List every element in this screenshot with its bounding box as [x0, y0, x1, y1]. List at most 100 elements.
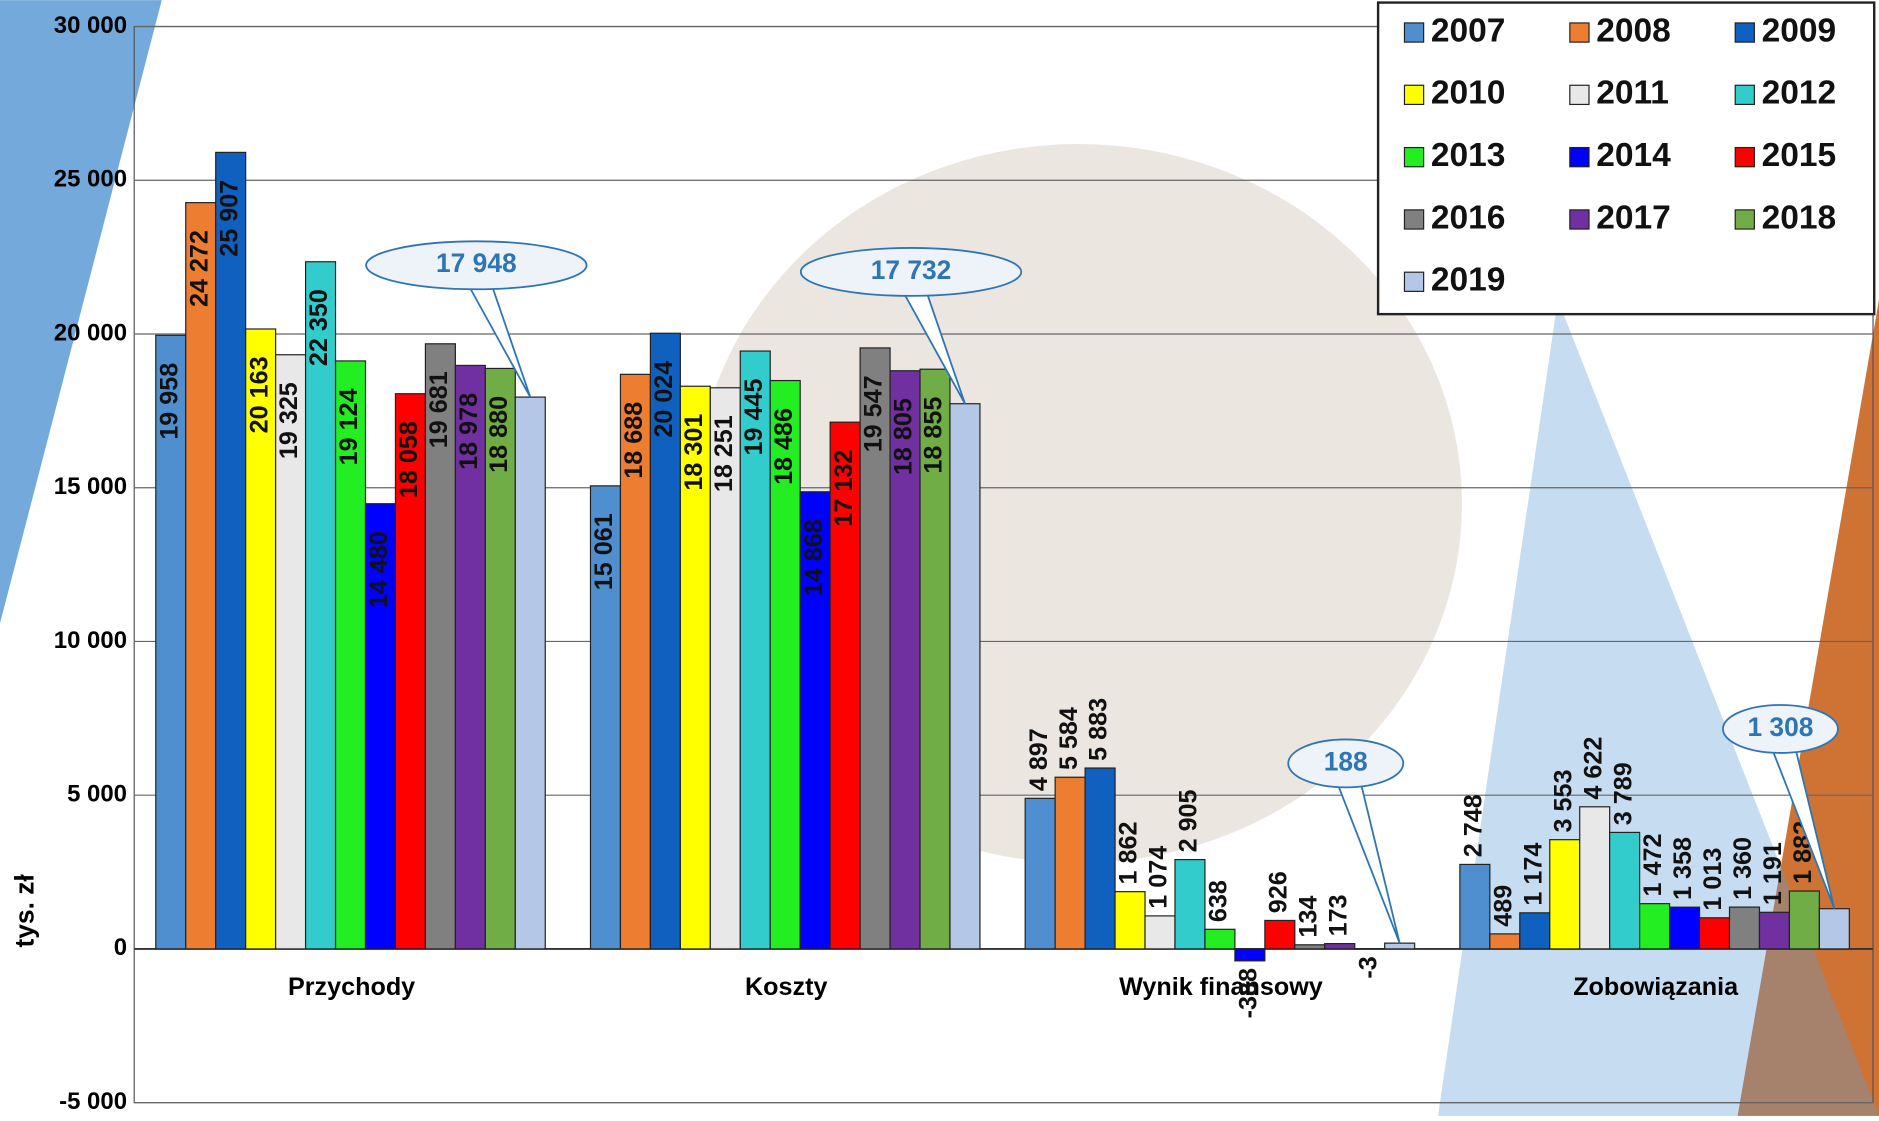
- value-label: 1 308: [1747, 712, 1813, 742]
- value-label: 4 897: [1025, 728, 1053, 791]
- legend-swatch: [1735, 85, 1754, 104]
- value-label: 18 058: [395, 421, 423, 498]
- value-label: 1 191: [1759, 842, 1787, 905]
- bar: [515, 397, 545, 949]
- y-axis-label: tys. zł: [9, 874, 39, 948]
- value-label: 134: [1294, 896, 1322, 938]
- value-label: 5 883: [1085, 698, 1113, 761]
- legend-swatch: [1570, 23, 1589, 42]
- bar: [1145, 916, 1175, 949]
- x-tick-label: Koszty: [745, 973, 827, 1001]
- legend-label: 2009: [1762, 12, 1837, 49]
- legend-label: 2016: [1431, 199, 1506, 236]
- value-label: 20 024: [650, 361, 678, 438]
- bar: [1265, 920, 1295, 948]
- x-tick-label: Wynik finansowy: [1119, 973, 1323, 1001]
- legend-label: 2012: [1762, 75, 1837, 112]
- value-label: 2 748: [1459, 794, 1487, 857]
- x-tick-label: Przychody: [288, 973, 415, 1001]
- legend-swatch: [1570, 85, 1589, 104]
- value-label: 18 688: [620, 402, 648, 479]
- value-label: 25 907: [215, 180, 243, 257]
- value-label: 18 251: [710, 415, 738, 492]
- value-label: -3: [1354, 956, 1382, 978]
- legend-label: 2017: [1596, 199, 1671, 236]
- value-label: 18 301: [680, 414, 708, 491]
- value-label: 17 948: [436, 248, 517, 278]
- bar: [1640, 904, 1670, 949]
- y-tick-label: -5 000: [59, 1088, 127, 1115]
- value-label: 1 358: [1669, 837, 1697, 900]
- bar: [1789, 891, 1819, 949]
- value-label: 4 622: [1579, 737, 1607, 800]
- legend-label: 2014: [1596, 137, 1671, 174]
- bar: [1520, 913, 1550, 949]
- bar: [1025, 798, 1055, 949]
- legend-label: 2018: [1762, 199, 1837, 236]
- bar: [1580, 807, 1610, 949]
- value-label: 19 547: [860, 375, 888, 452]
- value-label: 1 174: [1519, 843, 1547, 906]
- legend-swatch: [1735, 210, 1754, 229]
- y-tick-label: 5 000: [67, 781, 127, 808]
- y-tick-label: 25 000: [54, 166, 127, 193]
- bar: [1295, 945, 1325, 949]
- value-label: 19 958: [155, 363, 183, 440]
- bar: [1385, 943, 1415, 949]
- value-label: 17 732: [871, 255, 952, 285]
- x-tick-label: Zobowiązania: [1573, 973, 1739, 1001]
- value-label: 3 789: [1609, 762, 1637, 825]
- bar: [950, 404, 980, 949]
- bar: [1730, 907, 1760, 949]
- y-tick-label: 15 000: [54, 473, 127, 500]
- bar: [1115, 892, 1145, 949]
- value-label: 22 350: [305, 289, 333, 366]
- value-label: 926: [1264, 871, 1292, 913]
- legend-label: 2008: [1596, 12, 1671, 49]
- value-label: 1 862: [1115, 822, 1143, 885]
- value-label: 18 880: [485, 396, 513, 473]
- bar: [1085, 768, 1115, 949]
- bar: [1175, 860, 1205, 949]
- value-label: 15 061: [590, 513, 618, 590]
- bar: [1490, 934, 1520, 949]
- value-label: 19 445: [740, 378, 768, 455]
- value-label: 19 681: [425, 371, 453, 448]
- value-label: 20 163: [245, 356, 273, 433]
- bar: [1670, 907, 1700, 949]
- bar: [1460, 864, 1490, 948]
- value-label: 14 868: [800, 519, 828, 596]
- value-label: 18 805: [890, 398, 918, 475]
- legend-swatch: [1404, 148, 1423, 167]
- value-label: 2 905: [1175, 789, 1203, 852]
- value-label: 638: [1205, 880, 1233, 922]
- legend-label: 2019: [1431, 262, 1506, 299]
- value-label: 188: [1324, 746, 1368, 776]
- value-label: 1 074: [1145, 846, 1173, 909]
- legend-label: 2007: [1431, 12, 1506, 49]
- value-label: 1 013: [1699, 848, 1727, 911]
- value-label: 3 553: [1549, 770, 1577, 833]
- value-label: 14 480: [365, 531, 393, 608]
- value-label: 18 978: [455, 393, 483, 470]
- value-label: 19 124: [335, 388, 363, 465]
- bar: [1819, 909, 1849, 949]
- bar: [1610, 832, 1640, 948]
- value-label: -388: [1235, 968, 1263, 1018]
- y-tick-label: 30 000: [54, 12, 127, 39]
- legend-label: 2013: [1431, 137, 1506, 174]
- legend-label: 2010: [1431, 75, 1506, 112]
- bar: [1055, 777, 1085, 949]
- legend-swatch: [1735, 23, 1754, 42]
- bar: [1235, 949, 1265, 961]
- legend-swatch: [1570, 148, 1589, 167]
- legend-label: 2011: [1596, 75, 1669, 112]
- value-label: 1 360: [1729, 837, 1757, 900]
- value-label: 173: [1324, 894, 1352, 936]
- decoration: [0, 0, 162, 623]
- legend-swatch: [1404, 85, 1423, 104]
- legend-swatch: [1735, 148, 1754, 167]
- bar: [216, 152, 246, 949]
